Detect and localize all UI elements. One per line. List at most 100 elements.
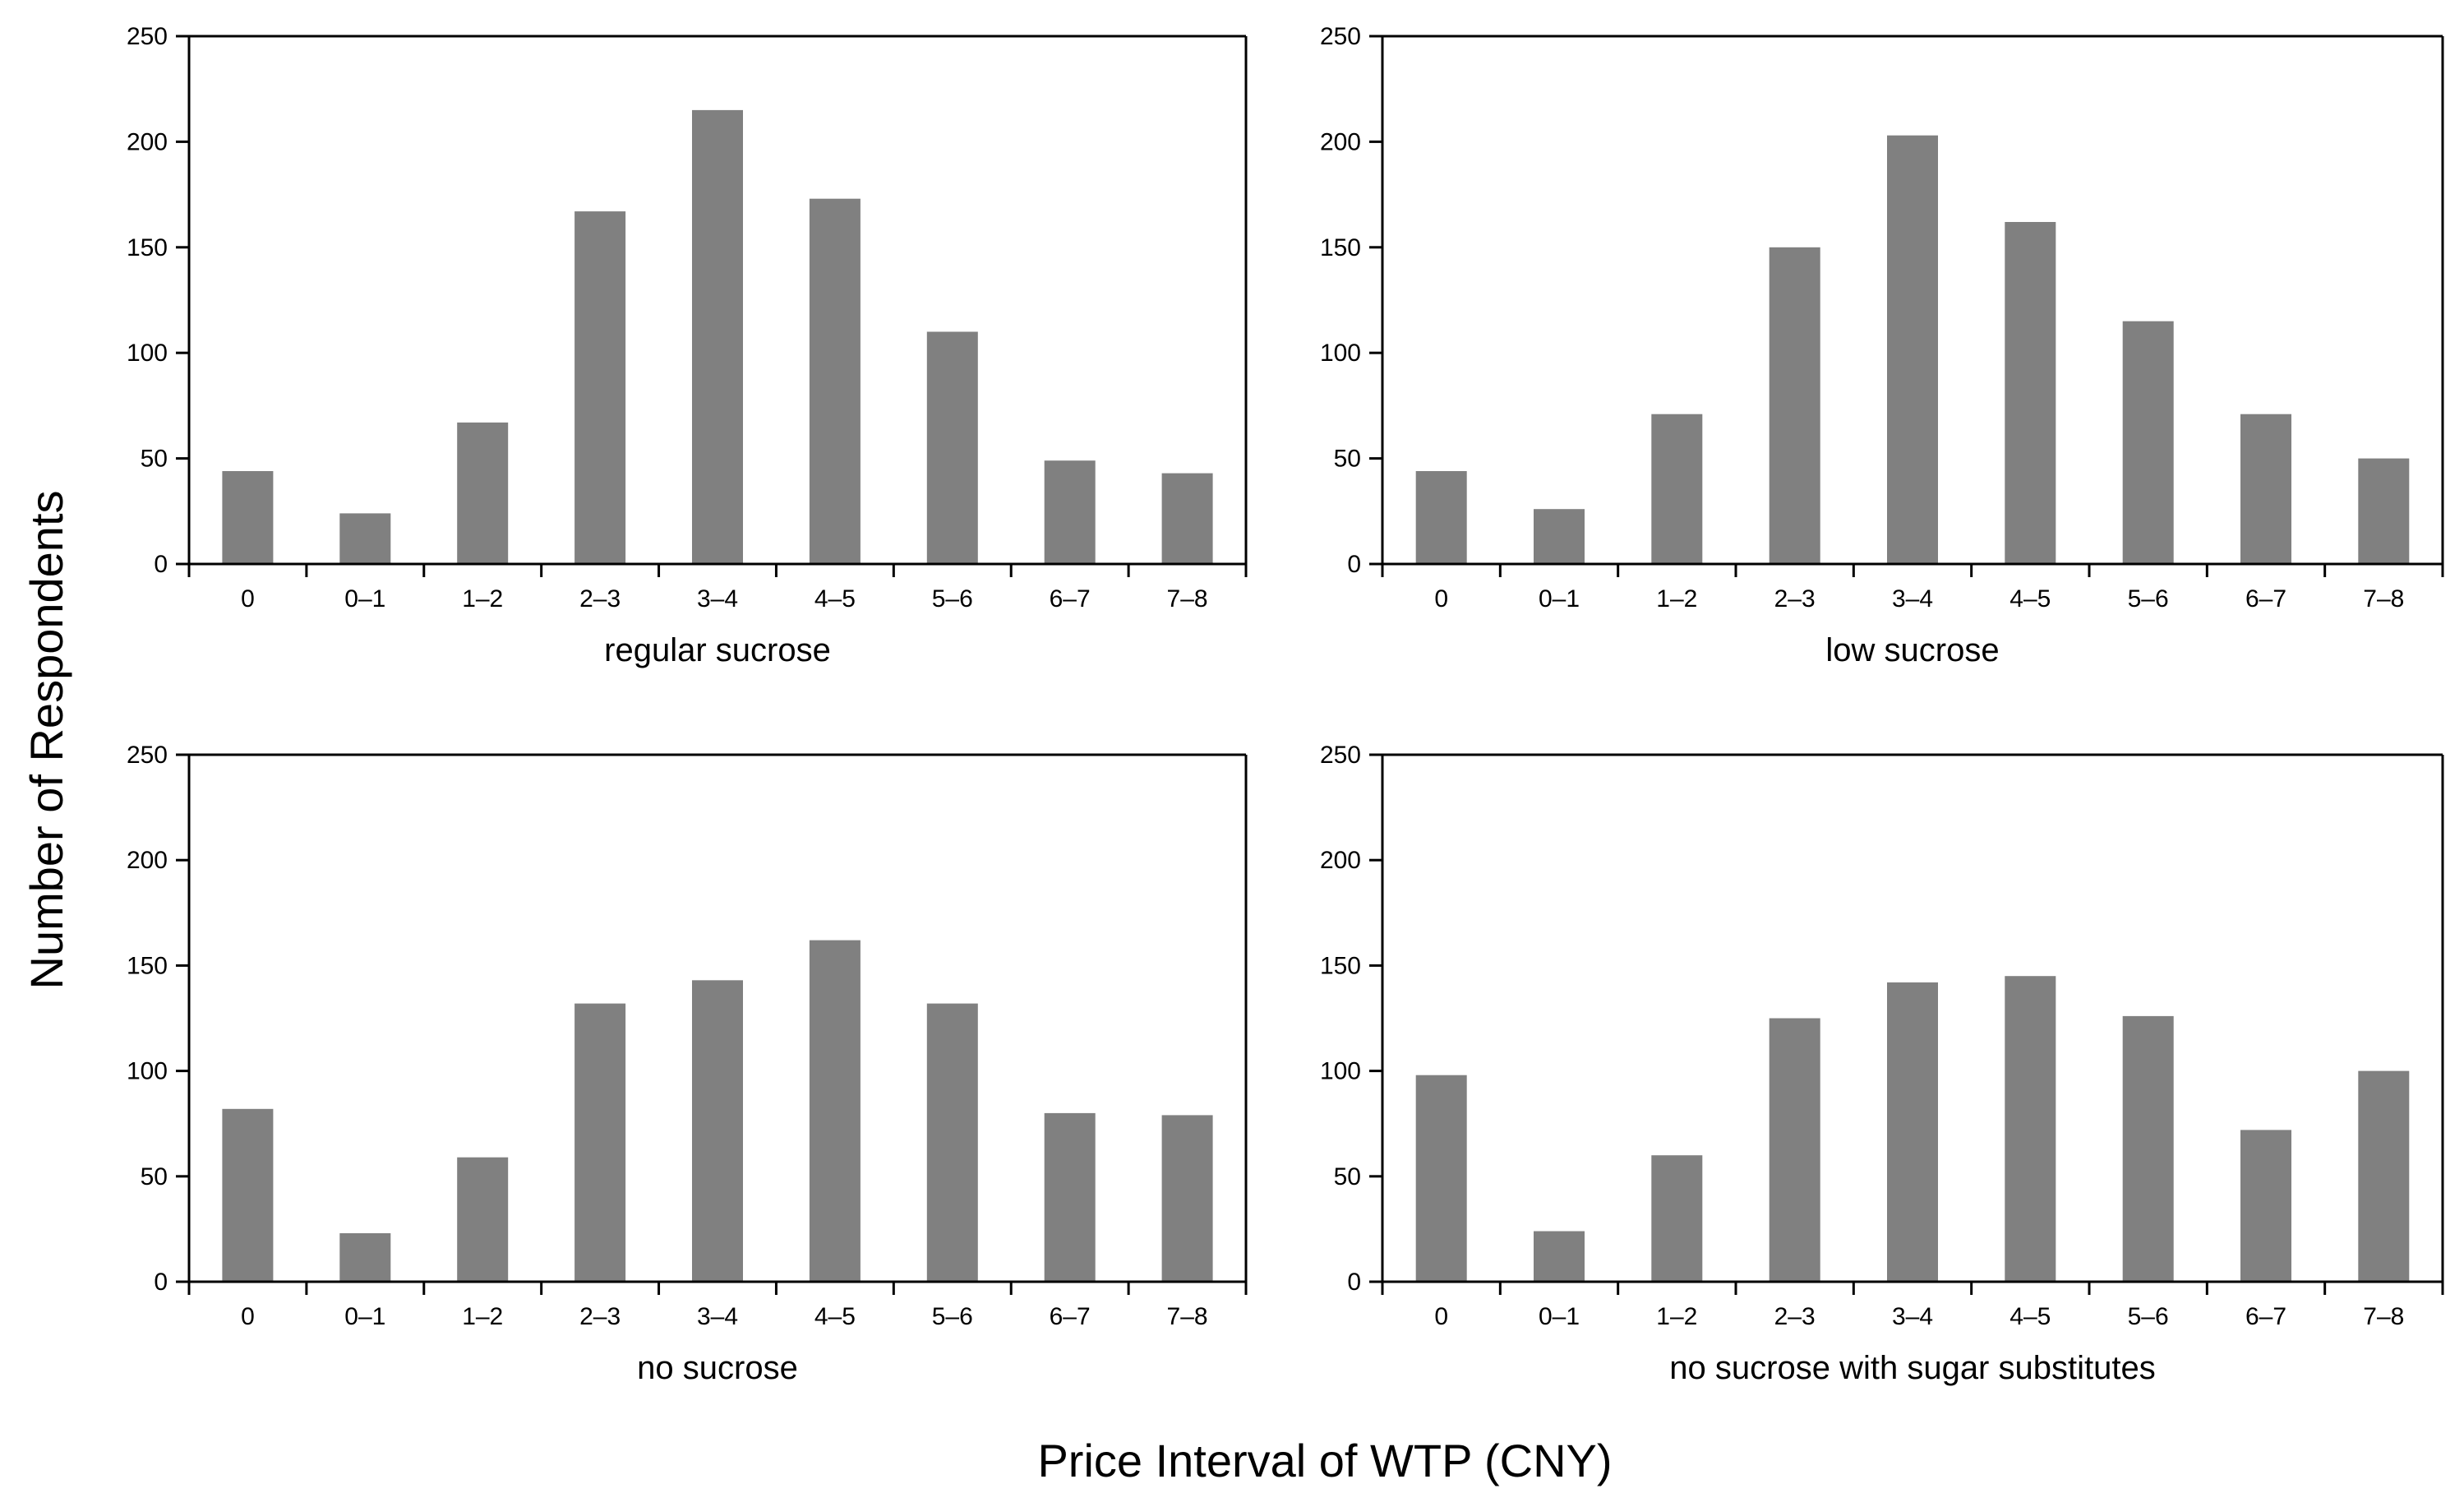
x-tick-label: 6–7 [1050, 585, 1091, 613]
x-tick-label: 0–1 [1539, 585, 1580, 613]
bar-2 [339, 1233, 391, 1282]
bar-1 [222, 471, 274, 564]
x-tick-label: 5–6 [2128, 585, 2169, 613]
bar-8 [2240, 414, 2291, 564]
x-tick-label: 0–1 [344, 1303, 385, 1330]
x-tick-label: 7–8 [1167, 585, 1208, 613]
panel-label: regular sucrose [604, 632, 831, 668]
bar-7 [2122, 321, 2174, 564]
y-tick-label: 0 [1347, 1269, 1361, 1296]
bar-1 [1415, 471, 1467, 564]
y-tick-label: 100 [127, 1058, 168, 1085]
x-tick-label: 3–4 [1892, 585, 1933, 613]
y-tick-label: 250 [127, 23, 168, 50]
x-tick-label: 2–3 [1774, 585, 1816, 613]
x-tick-label: 0 [1434, 585, 1448, 613]
bar-2 [1534, 1231, 1585, 1282]
x-axis-title: Price Interval of WTP (CNY) [1037, 1435, 1612, 1486]
y-tick-label: 150 [1320, 234, 1361, 261]
x-tick-label: 7–8 [2363, 1303, 2404, 1330]
bar-5 [1887, 982, 1938, 1282]
x-tick-label: 5–6 [2128, 1303, 2169, 1330]
x-tick-label: 0–1 [1539, 1303, 1580, 1330]
y-tick-label: 150 [1320, 952, 1361, 979]
y-tick-label: 150 [127, 234, 168, 261]
y-tick-label: 250 [127, 742, 168, 769]
bar-3 [1651, 414, 1703, 564]
bar-7 [926, 1003, 978, 1282]
y-tick-label: 200 [127, 128, 168, 155]
x-tick-label: 1–2 [462, 585, 503, 613]
bar-6 [2005, 976, 2056, 1282]
chart-panels: 0 50 100 150 200 250 0 0–1 1–2 2–3 3–4 4–5 5–6 6–7 7–8… [127, 23, 2444, 1386]
y-tick-label: 50 [1334, 1163, 1361, 1190]
bar-4 [574, 211, 626, 564]
y-tick-label: 200 [1320, 128, 1361, 155]
bar-5 [692, 109, 743, 564]
chart-panel-4: 0 50 100 150 200 250 0 0–1 1–2 2–3 3–4 4–5 5–6 6–7 7–8… [1320, 742, 2444, 1386]
bar-8 [1044, 1112, 1096, 1282]
bar-8 [2240, 1130, 2291, 1282]
y-tick-label: 0 [1347, 551, 1361, 578]
x-tick-label: 1–2 [462, 1303, 503, 1330]
bar-5 [1887, 135, 1938, 564]
bar-3 [1651, 1155, 1703, 1282]
x-tick-label: 6–7 [2245, 585, 2286, 613]
chart-panel-2: 0 50 100 150 200 250 0 0–1 1–2 2–3 3–4 4–5 5–6 6–7 7–8… [1320, 23, 2444, 668]
x-tick-label: 7–8 [1167, 1303, 1208, 1330]
y-tick-label: 250 [1320, 23, 1361, 50]
y-tick-label: 50 [141, 1163, 168, 1190]
x-tick-label: 0–1 [344, 585, 385, 613]
bar-9 [1161, 473, 1213, 564]
bar-4 [574, 1003, 626, 1282]
y-tick-label: 100 [1320, 340, 1361, 367]
chart-panel-1: 0 50 100 150 200 250 0 0–1 1–2 2–3 3–4 4–5 5–6 6–7 7–8… [127, 23, 1248, 668]
y-tick-label: 200 [1320, 847, 1361, 874]
y-tick-label: 200 [127, 847, 168, 874]
bar-5 [692, 980, 743, 1282]
x-tick-label: 1–2 [1656, 1303, 1697, 1330]
y-tick-label: 0 [154, 1269, 168, 1296]
bar-1 [1415, 1075, 1467, 1282]
bar-7 [2122, 1015, 2174, 1282]
bar-4 [1769, 1018, 1820, 1282]
bar-7 [926, 331, 978, 564]
bar-3 [457, 1157, 509, 1282]
bar-6 [2005, 222, 2056, 564]
y-tick-label: 100 [127, 340, 168, 367]
x-tick-label: 6–7 [2245, 1303, 2286, 1330]
bar-8 [1044, 460, 1096, 564]
y-tick-label: 0 [154, 551, 168, 578]
x-tick-label: 2–3 [579, 1303, 621, 1330]
x-tick-label: 3–4 [1892, 1303, 1933, 1330]
panel-label: no sucrose with sugar substitutes [1669, 1350, 2155, 1386]
x-tick-label: 4–5 [814, 585, 856, 613]
bar-3 [457, 422, 509, 564]
x-tick-label: 4–5 [2009, 585, 2051, 613]
y-tick-label: 50 [141, 446, 168, 473]
x-tick-label: 5–6 [932, 1303, 973, 1330]
bar-9 [2358, 458, 2410, 564]
panel-label: no sucrose [637, 1350, 798, 1386]
x-tick-label: 2–3 [1774, 1303, 1816, 1330]
y-tick-label: 100 [1320, 1058, 1361, 1085]
panel-label: low sucrose [1825, 632, 1999, 668]
x-tick-label: 5–6 [932, 585, 973, 613]
x-tick-label: 2–3 [579, 585, 621, 613]
bar-1 [222, 1108, 274, 1282]
bar-9 [2358, 1070, 2410, 1282]
bar-6 [809, 940, 861, 1282]
bar-4 [1769, 247, 1820, 564]
x-tick-label: 3–4 [697, 585, 738, 613]
x-tick-label: 4–5 [2009, 1303, 2051, 1330]
x-tick-label: 7–8 [2363, 585, 2404, 613]
x-tick-label: 4–5 [814, 1303, 856, 1330]
y-tick-label: 250 [1320, 742, 1361, 769]
chart-panel-3: 0 50 100 150 200 250 0 0–1 1–2 2–3 3–4 4–5 5–6 6–7 7–8… [127, 742, 1248, 1386]
y-tick-label: 150 [127, 952, 168, 979]
x-tick-label: 1–2 [1656, 585, 1697, 613]
x-tick-label: 3–4 [697, 1303, 738, 1330]
x-tick-label: 0 [1434, 1303, 1448, 1330]
x-tick-label: 0 [241, 1303, 255, 1330]
x-tick-label: 0 [241, 585, 255, 613]
